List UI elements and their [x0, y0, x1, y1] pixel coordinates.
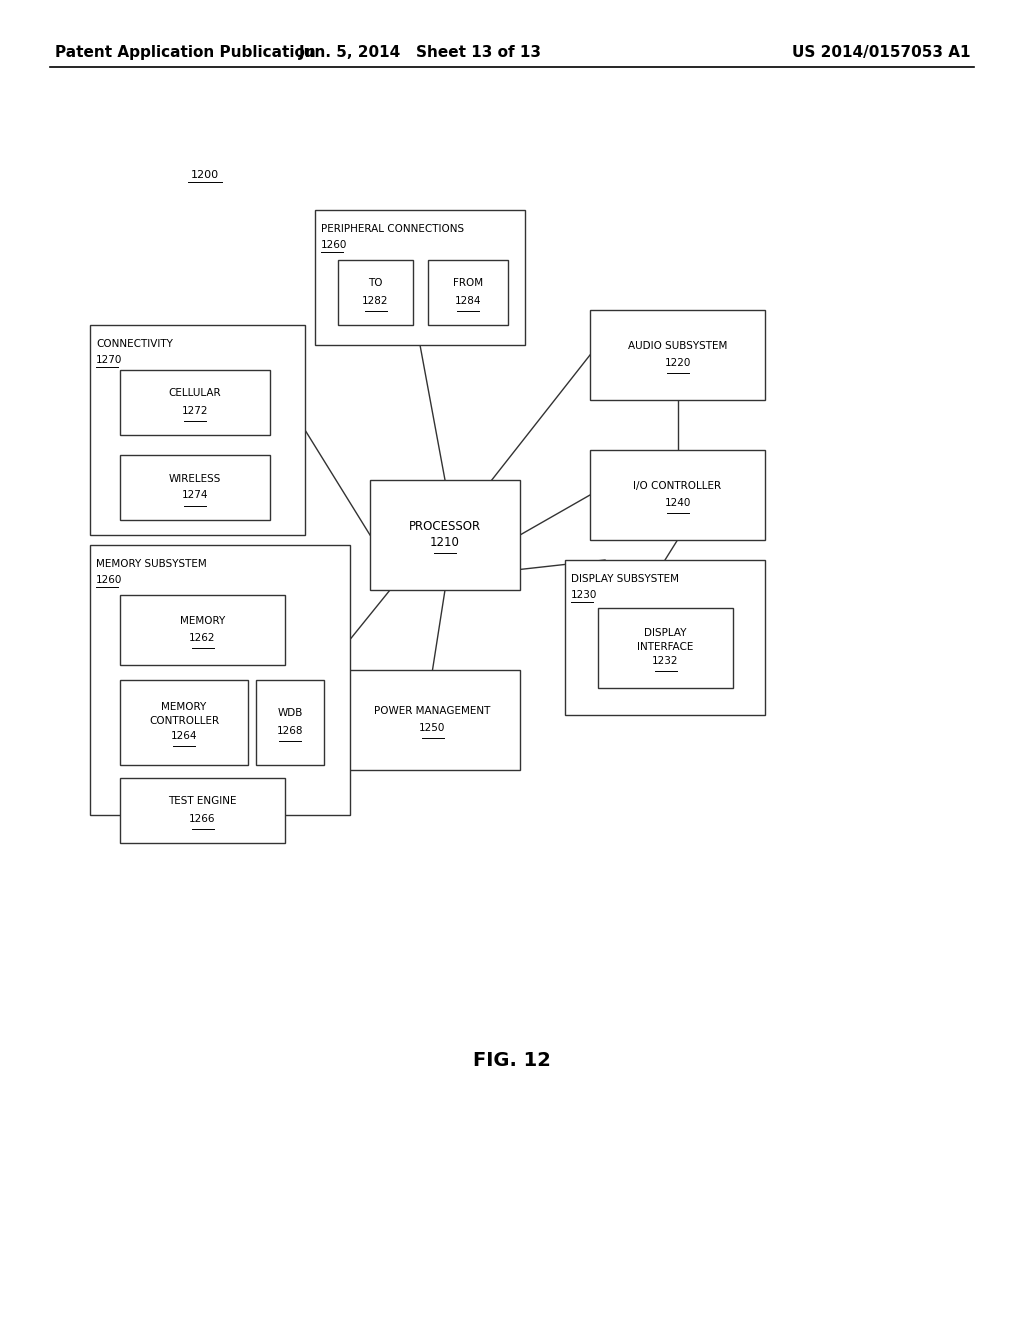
Text: CONNECTIVITY: CONNECTIVITY: [96, 339, 173, 348]
Text: 1272: 1272: [181, 405, 208, 416]
Text: 1240: 1240: [665, 498, 690, 508]
Text: 1270: 1270: [96, 355, 123, 366]
Text: FIG. 12: FIG. 12: [473, 1051, 551, 1069]
Text: 1264: 1264: [171, 730, 198, 741]
Text: DISPLAY SUBSYSTEM: DISPLAY SUBSYSTEM: [571, 574, 679, 583]
Text: PROCESSOR: PROCESSOR: [409, 520, 481, 532]
Bar: [428, 260, 508, 325]
Text: MEMORY: MEMORY: [180, 616, 225, 626]
Text: FROM: FROM: [453, 279, 483, 289]
Text: Jun. 5, 2014   Sheet 13 of 13: Jun. 5, 2014 Sheet 13 of 13: [299, 45, 542, 59]
Bar: [590, 450, 765, 540]
Text: INTERFACE: INTERFACE: [637, 642, 693, 652]
Text: 1232: 1232: [652, 656, 679, 667]
Text: TEST ENGINE: TEST ENGINE: [168, 796, 237, 807]
Text: 1284: 1284: [455, 296, 481, 305]
Bar: [370, 480, 520, 590]
Text: 1260: 1260: [321, 240, 347, 249]
Text: MEMORY: MEMORY: [162, 702, 207, 713]
Text: 1220: 1220: [665, 358, 690, 368]
Text: POWER MANAGEMENT: POWER MANAGEMENT: [375, 706, 490, 715]
Text: 1274: 1274: [181, 491, 208, 500]
Bar: [338, 260, 413, 325]
Bar: [90, 325, 305, 535]
Bar: [598, 609, 733, 688]
Text: CONTROLLER: CONTROLLER: [148, 717, 219, 726]
Text: 1250: 1250: [419, 723, 445, 733]
Bar: [120, 680, 248, 766]
Text: 1200: 1200: [190, 170, 219, 180]
Text: 1260: 1260: [96, 576, 123, 585]
Text: 1230: 1230: [571, 590, 597, 601]
Text: CELLULAR: CELLULAR: [169, 388, 221, 399]
Bar: [120, 455, 270, 520]
Bar: [90, 545, 350, 814]
Bar: [345, 671, 520, 770]
Text: 1282: 1282: [362, 296, 389, 305]
Text: WIRELESS: WIRELESS: [169, 474, 221, 483]
Bar: [120, 777, 285, 843]
Bar: [315, 210, 525, 345]
Text: 1268: 1268: [276, 726, 303, 735]
Bar: [120, 370, 270, 436]
Bar: [120, 595, 285, 665]
Text: PERIPHERAL CONNECTIONS: PERIPHERAL CONNECTIONS: [321, 224, 464, 234]
Text: 1210: 1210: [430, 536, 460, 549]
Text: MEMORY SUBSYSTEM: MEMORY SUBSYSTEM: [96, 558, 207, 569]
Bar: [590, 310, 765, 400]
Text: AUDIO SUBSYSTEM: AUDIO SUBSYSTEM: [628, 341, 727, 351]
Text: US 2014/0157053 A1: US 2014/0157053 A1: [792, 45, 970, 59]
Text: 1266: 1266: [189, 813, 216, 824]
Text: DISPLAY: DISPLAY: [644, 628, 687, 638]
Bar: [565, 560, 765, 715]
Bar: [256, 680, 324, 766]
Text: TO: TO: [369, 279, 383, 289]
Text: WDB: WDB: [278, 709, 303, 718]
Text: I/O CONTROLLER: I/O CONTROLLER: [634, 480, 722, 491]
Text: 1262: 1262: [189, 634, 216, 643]
Text: Patent Application Publication: Patent Application Publication: [55, 45, 315, 59]
